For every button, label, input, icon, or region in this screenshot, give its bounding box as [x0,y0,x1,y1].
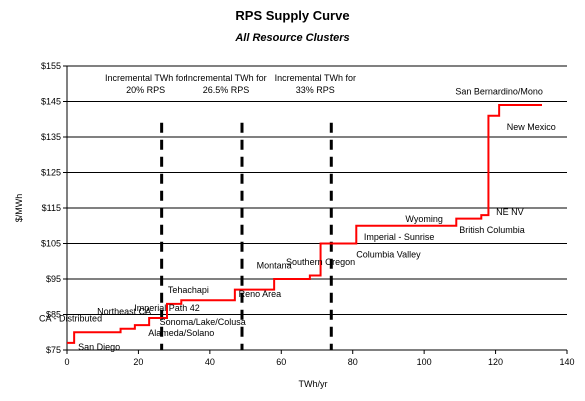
y-tick-label: $155 [41,61,61,71]
cluster-label: New Mexico [507,122,556,132]
x-tick-label: 140 [559,357,574,367]
cluster-label: Imperial - Sunrise [364,232,435,242]
y-axis-label: $/MWh [14,194,24,223]
x-tick-label: 0 [64,357,69,367]
x-tick-label: 80 [348,357,358,367]
y-tick-label: $125 [41,168,61,178]
cluster-label: Sonoma/Lake/Colusa [160,317,246,327]
x-tick-label: 120 [488,357,503,367]
supply-curve-line [67,104,542,344]
supply-curve-series [67,104,542,344]
cluster-label: Reno Area [239,289,282,299]
cluster-label: Montana [257,260,292,270]
chart-title: RPS Supply Curve [235,8,350,23]
y-axis-tick-labels: $75 $85 $95 $105 $115 $125 $135 $145 $155 [41,61,61,355]
y-tick-label: $105 [41,239,61,249]
cluster-label: British Columbia [459,225,525,235]
y-tick-label: $145 [41,97,61,107]
y-tick-label: $135 [41,132,61,142]
horizontal-gridlines [67,65,567,315]
cluster-label: Southern Oregon [286,257,355,267]
x-tick-label: 100 [417,357,432,367]
x-tick-label: 20 [133,357,143,367]
chart-subtitle: All Resource Clusters [235,32,350,44]
rps-target-label: Incremental TWh for [105,73,186,83]
x-axis-tick-labels: 0 20 40 60 80 100 120 140 [64,357,574,367]
y-tick-label: $75 [46,345,61,355]
x-axis-label: TWh/yr [299,379,328,389]
x-tick-label: 40 [205,357,215,367]
cluster-label: San Bernardino/Mono [455,86,543,96]
cluster-label: Alameda/Solano [148,328,214,338]
cluster-label: San Diego [78,342,120,352]
cluster-label: NE NV [496,207,524,217]
y-tick-label: $85 [46,310,61,320]
rps-target-label: 26.5% RPS [203,85,250,95]
rps-target-label: 20% RPS [126,85,165,95]
x-tick-label: 60 [276,357,286,367]
y-tick-label: $95 [46,274,61,284]
axes [63,65,568,354]
cluster-label: Northeast CA [97,307,151,317]
cluster-label: Wyoming [405,214,442,224]
cluster-label: Columbia Valley [356,250,421,260]
rps-target-label: 33% RPS [296,85,335,95]
y-tick-label: $115 [42,203,61,213]
cluster-label: CA - Distributed [39,314,102,324]
rps-target-lines: Incremental TWh for 20% RPS Incremental TW… [105,73,356,350]
rps-target-label: Incremental TWh for [275,73,356,83]
cluster-label: Tehachapi [168,285,209,295]
rps-target-label: Incremental TWh for [185,73,266,83]
cluster-label: Imperial Path 42 [134,303,200,313]
